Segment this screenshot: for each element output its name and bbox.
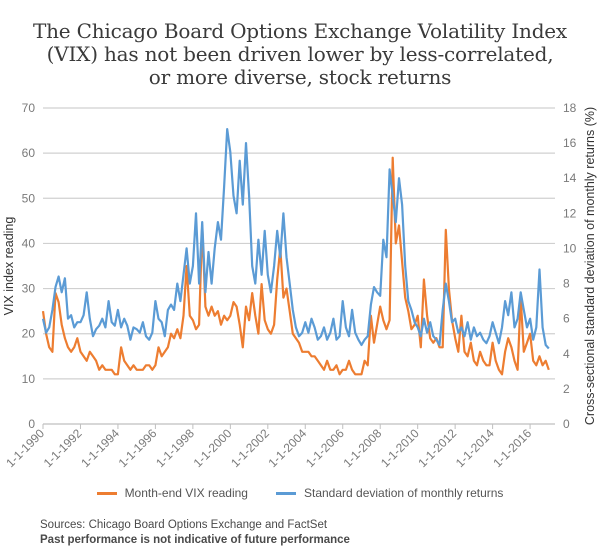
legend-swatch-vix: [96, 491, 117, 495]
x-tick-label: 1-1-1998: [153, 426, 197, 470]
x-tick-label: 1-1-2004: [266, 426, 310, 470]
chart-title: The Chicago Board Options Exchange Volat…: [0, 20, 600, 89]
y-tick-label-left: 20: [22, 327, 36, 341]
footer: Sources: Chicago Board Options Exchange …: [40, 518, 350, 548]
y-tick-label-right: 16: [563, 136, 577, 150]
disclaimer-note: Past performance is not indicative of fu…: [40, 534, 350, 546]
legend-item-sd[interactable]: Standard deviation of monthly returns: [275, 486, 504, 500]
series-line-vix: [41, 156, 550, 376]
y-axis-title-left: VIX index reading: [2, 217, 16, 316]
x-axis: 1-1-19901-1-19921-1-19941-1-19961-1-1998…: [3, 423, 555, 470]
legend-label-vix: Month-end VIX reading: [124, 486, 248, 500]
y-tick-label-left: 40: [22, 236, 36, 250]
x-tick-label: 1-1-2008: [340, 426, 384, 470]
y-tick-label-left: 60: [22, 146, 36, 160]
y-tick-label-right: 6: [563, 312, 570, 326]
y-tick-label-left: 10: [22, 372, 36, 386]
x-tick-label: 1-1-2002: [228, 426, 272, 470]
x-tick-label: 1-1-2000: [191, 426, 235, 470]
y-tick-label-left: 30: [22, 282, 36, 296]
x-tick-label: 1-1-2006: [303, 426, 347, 470]
y-tick-label-right: 8: [563, 277, 570, 291]
y-tick-label-right: 0: [563, 417, 570, 431]
y-tick-label-left: 50: [22, 191, 36, 205]
legend: Month-end VIX reading Standard deviation…: [0, 486, 600, 500]
y-tick-label-right: 4: [563, 347, 570, 361]
x-tick-label: 1-1-2012: [415, 426, 459, 470]
x-tick-label: 1-1-1994: [78, 426, 122, 470]
x-tick-label: 1-1-2014: [453, 426, 497, 470]
chart-svg: 1-1-19901-1-19921-1-19941-1-19961-1-1998…: [2, 101, 597, 470]
series-group: [41, 128, 550, 376]
y-tick-label-left: 0: [28, 417, 35, 431]
x-tick-label: 1-1-1990: [3, 426, 47, 470]
legend-item-vix[interactable]: Month-end VIX reading: [96, 486, 248, 500]
y-tick-label-right: 18: [563, 101, 577, 115]
y-axis-left: 0 10 20 30 40 50 60 70: [22, 101, 36, 431]
y-tick-label-right: 2: [563, 382, 570, 396]
series-line-sd: [41, 128, 550, 350]
x-tick-label: 1-1-2016: [490, 426, 534, 470]
legend-swatch-sd: [275, 491, 296, 495]
y-axis-title-right: Cross-sectional standard deviation of mo…: [583, 107, 597, 425]
y-tick-label-right: 10: [563, 241, 577, 255]
y-tick-label-right: 14: [563, 171, 577, 185]
chart-title-line-3: or more diverse, stock returns: [148, 65, 452, 89]
x-tick-label: 1-1-1992: [41, 426, 85, 470]
y-tick-label-right: 12: [563, 206, 577, 220]
gridlines: [43, 107, 555, 380]
y-tick-label-left: 70: [22, 101, 36, 115]
x-tick-label: 1-1-2010: [378, 426, 422, 470]
y-axis-right: 0 2 4 6 8 10 12 14 16 18: [563, 101, 577, 431]
sources-note: Sources: Chicago Board Options Exchange …: [40, 519, 328, 531]
chart-title-line-1: The Chicago Board Options Exchange Volat…: [32, 19, 568, 43]
legend-label-sd: Standard deviation of monthly returns: [303, 486, 504, 500]
x-tick-label: 1-1-1996: [116, 426, 160, 470]
chart-title-line-2: (VIX) has not been driven lower by less-…: [46, 42, 554, 66]
